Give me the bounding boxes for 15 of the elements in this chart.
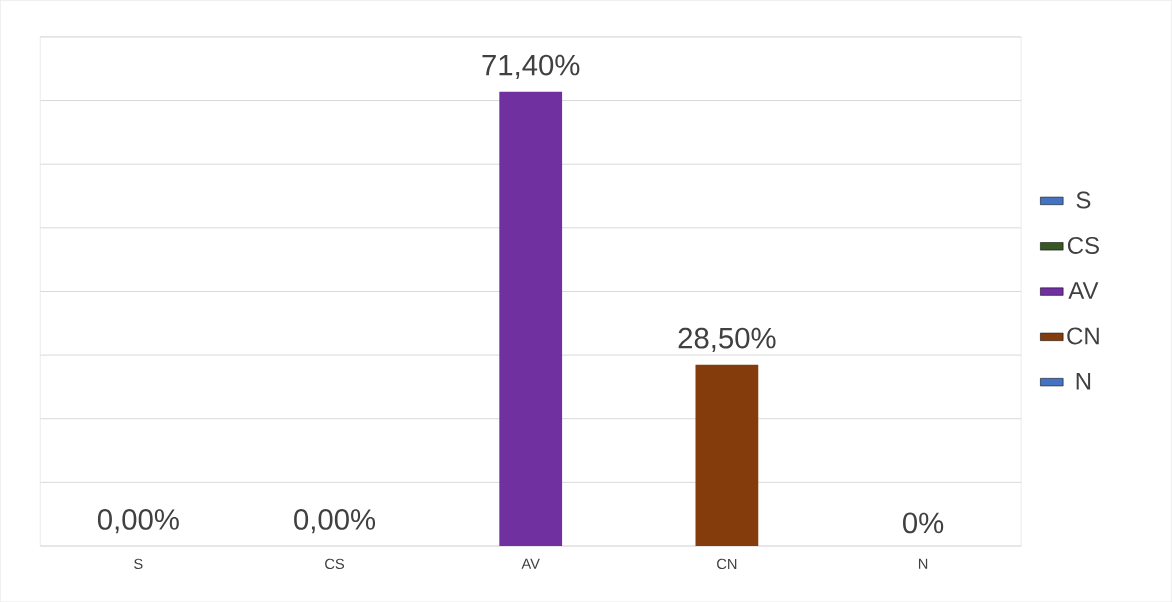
x-tick-label: N (918, 558, 928, 569)
legend-label: CS (1067, 236, 1099, 254)
data-label: 0% (903, 512, 944, 534)
legend-label: N (1076, 372, 1091, 390)
x-tick-label: S (134, 558, 143, 569)
x-tick-label: CS (325, 558, 345, 569)
x-tick-label: CN (717, 558, 737, 569)
x-tick-label: AV (521, 558, 540, 569)
data-label: 71,40% (482, 54, 580, 79)
legend-label: S (1076, 191, 1091, 209)
legend-label: AV (1068, 282, 1099, 299)
data-label: 0,00% (97, 508, 179, 534)
legend-label: CN (1067, 327, 1099, 345)
data-label: 28,50% (678, 327, 776, 352)
data-label: 0,00% (294, 508, 376, 534)
